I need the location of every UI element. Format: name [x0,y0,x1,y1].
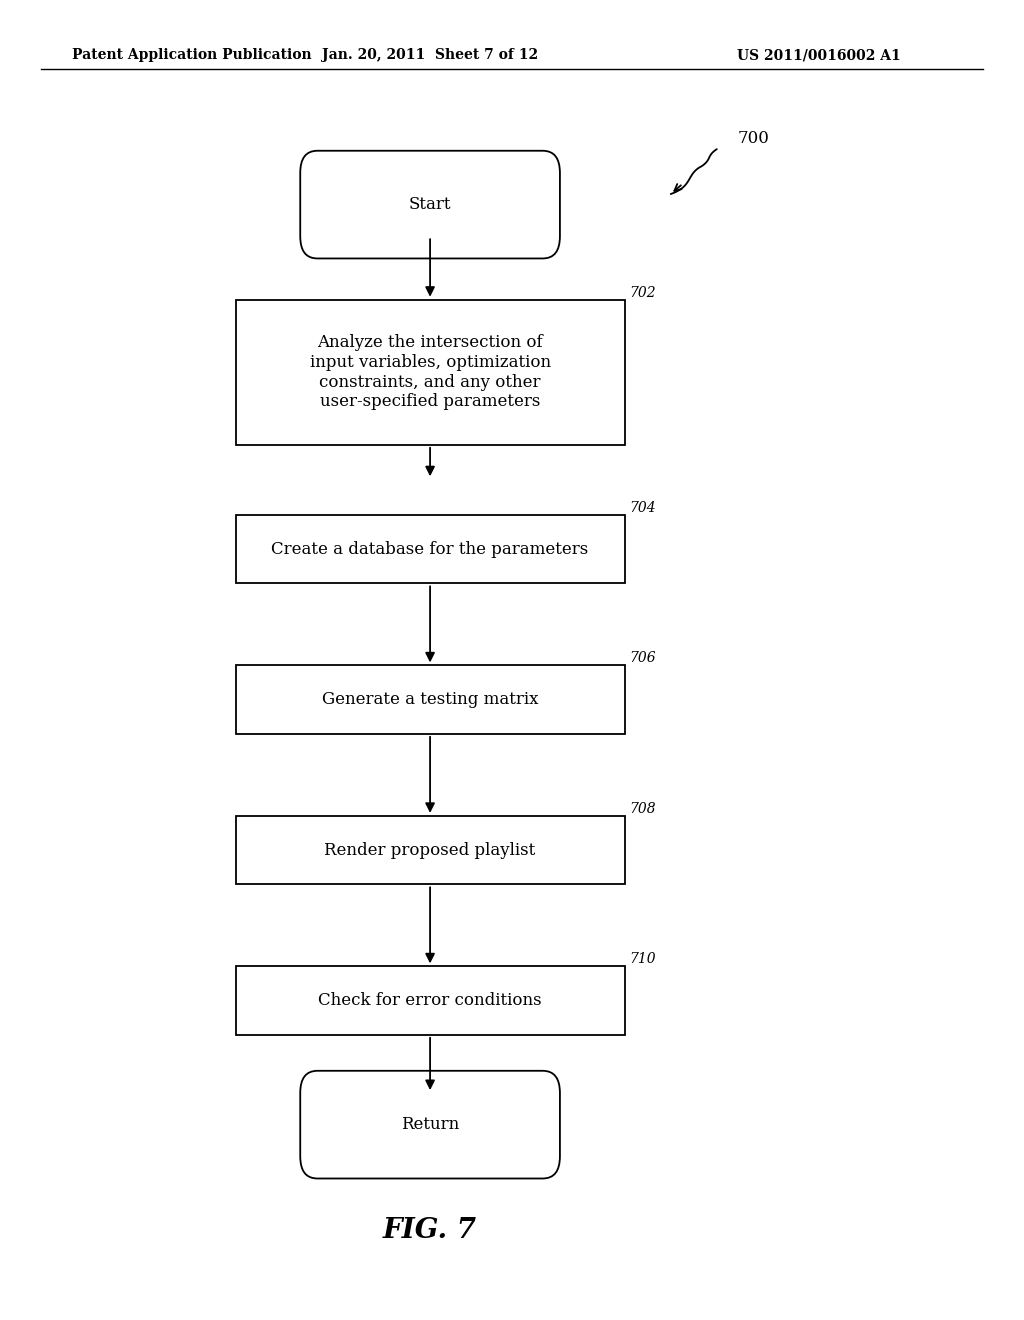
Text: 708: 708 [630,801,656,816]
Bar [236,300,625,445]
Text: Render proposed playlist: Render proposed playlist [325,842,536,858]
Text: 704: 704 [630,500,656,515]
Text: US 2011/0016002 A1: US 2011/0016002 A1 [737,49,901,62]
Text: Check for error conditions: Check for error conditions [318,993,542,1008]
FancyBboxPatch shape [300,150,560,259]
Text: 710: 710 [630,952,656,966]
FancyBboxPatch shape [300,1071,560,1179]
Text: FIG. 7: FIG. 7 [383,1217,477,1243]
Text: Create a database for the parameters: Create a database for the parameters [271,541,589,557]
Text: Analyze the intersection of
input variables, optimization
constraints, and any o: Analyze the intersection of input variab… [309,334,551,411]
Text: 706: 706 [630,651,656,665]
Bar [236,665,625,734]
Bar [236,966,625,1035]
Text: Generate a testing matrix: Generate a testing matrix [322,692,539,708]
Text: 702: 702 [630,285,656,300]
Bar [236,515,625,583]
Text: Start: Start [409,197,452,213]
Text: 700: 700 [737,131,769,147]
Text: Jan. 20, 2011  Sheet 7 of 12: Jan. 20, 2011 Sheet 7 of 12 [322,49,539,62]
Bar [236,816,625,884]
Text: Return: Return [401,1117,459,1133]
Text: Patent Application Publication: Patent Application Publication [72,49,311,62]
